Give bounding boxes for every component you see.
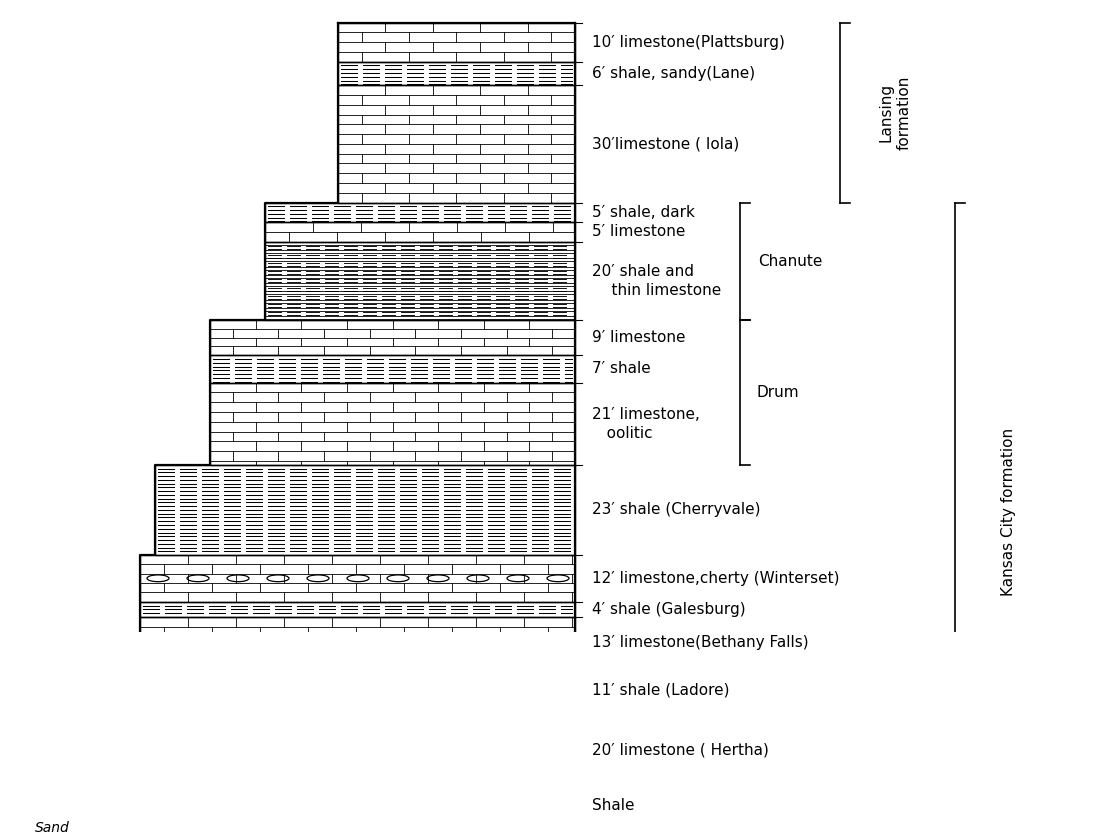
Text: 20′ limestone ( Hertha): 20′ limestone ( Hertha) xyxy=(592,743,769,758)
Bar xyxy=(210,320,575,355)
Bar xyxy=(210,355,575,383)
Bar xyxy=(265,202,575,222)
Text: 21′ limestone,
   oolitic: 21′ limestone, oolitic xyxy=(592,407,700,440)
Bar xyxy=(155,465,575,554)
Text: Lansing
formation: Lansing formation xyxy=(879,76,911,150)
Text: 20′ shale and
    thin limestone: 20′ shale and thin limestone xyxy=(592,264,722,297)
Bar xyxy=(210,383,575,465)
Bar xyxy=(210,355,575,383)
Text: 4′ shale (Galesburg): 4′ shale (Galesburg) xyxy=(592,602,746,617)
Bar xyxy=(110,711,575,790)
Text: 13′ limestone(Bethany Falls): 13′ limestone(Bethany Falls) xyxy=(592,635,808,650)
Bar xyxy=(110,669,575,711)
Text: Chanute: Chanute xyxy=(758,254,822,269)
Bar xyxy=(210,383,575,465)
Text: 23′ shale (Cherryvale): 23′ shale (Cherryvale) xyxy=(592,502,760,517)
Bar xyxy=(265,242,575,320)
Text: 12′ limestone,cherty (Winterset): 12′ limestone,cherty (Winterset) xyxy=(592,571,839,585)
Bar xyxy=(140,617,575,669)
Text: 30′limestone ( Iola): 30′limestone ( Iola) xyxy=(592,136,739,151)
Bar xyxy=(338,23,575,61)
Bar xyxy=(140,554,575,601)
Text: 9′ limestone: 9′ limestone xyxy=(592,330,685,345)
Bar xyxy=(265,222,575,242)
Text: Drum: Drum xyxy=(757,385,800,400)
Text: Kansas City formation: Kansas City formation xyxy=(1001,428,1015,596)
Bar xyxy=(140,554,575,601)
Polygon shape xyxy=(30,821,185,833)
Bar xyxy=(75,790,575,821)
Bar xyxy=(140,617,575,669)
Text: 10′ limestone(Plattsburg): 10′ limestone(Plattsburg) xyxy=(592,34,785,50)
Bar xyxy=(265,202,575,222)
Text: 5′ shale, dark: 5′ shale, dark xyxy=(592,205,695,220)
Text: Sand: Sand xyxy=(35,822,69,836)
Bar xyxy=(110,711,575,790)
Bar xyxy=(338,61,575,85)
Bar xyxy=(338,23,575,61)
Bar xyxy=(75,790,575,821)
Bar xyxy=(110,669,575,711)
Bar xyxy=(140,601,575,617)
Text: 5′ limestone: 5′ limestone xyxy=(592,224,685,239)
Bar xyxy=(338,85,575,202)
Text: 11′ shale (Ladore): 11′ shale (Ladore) xyxy=(592,682,729,697)
Bar xyxy=(140,601,575,617)
Bar xyxy=(265,242,575,320)
Bar xyxy=(155,465,575,554)
Text: Shale: Shale xyxy=(592,798,635,813)
Text: 7′ shale: 7′ shale xyxy=(592,361,651,376)
Bar xyxy=(210,320,575,355)
Bar xyxy=(265,222,575,242)
Bar xyxy=(338,85,575,202)
Text: 6′ shale, sandy(Lane): 6′ shale, sandy(Lane) xyxy=(592,66,755,81)
Bar xyxy=(338,61,575,85)
